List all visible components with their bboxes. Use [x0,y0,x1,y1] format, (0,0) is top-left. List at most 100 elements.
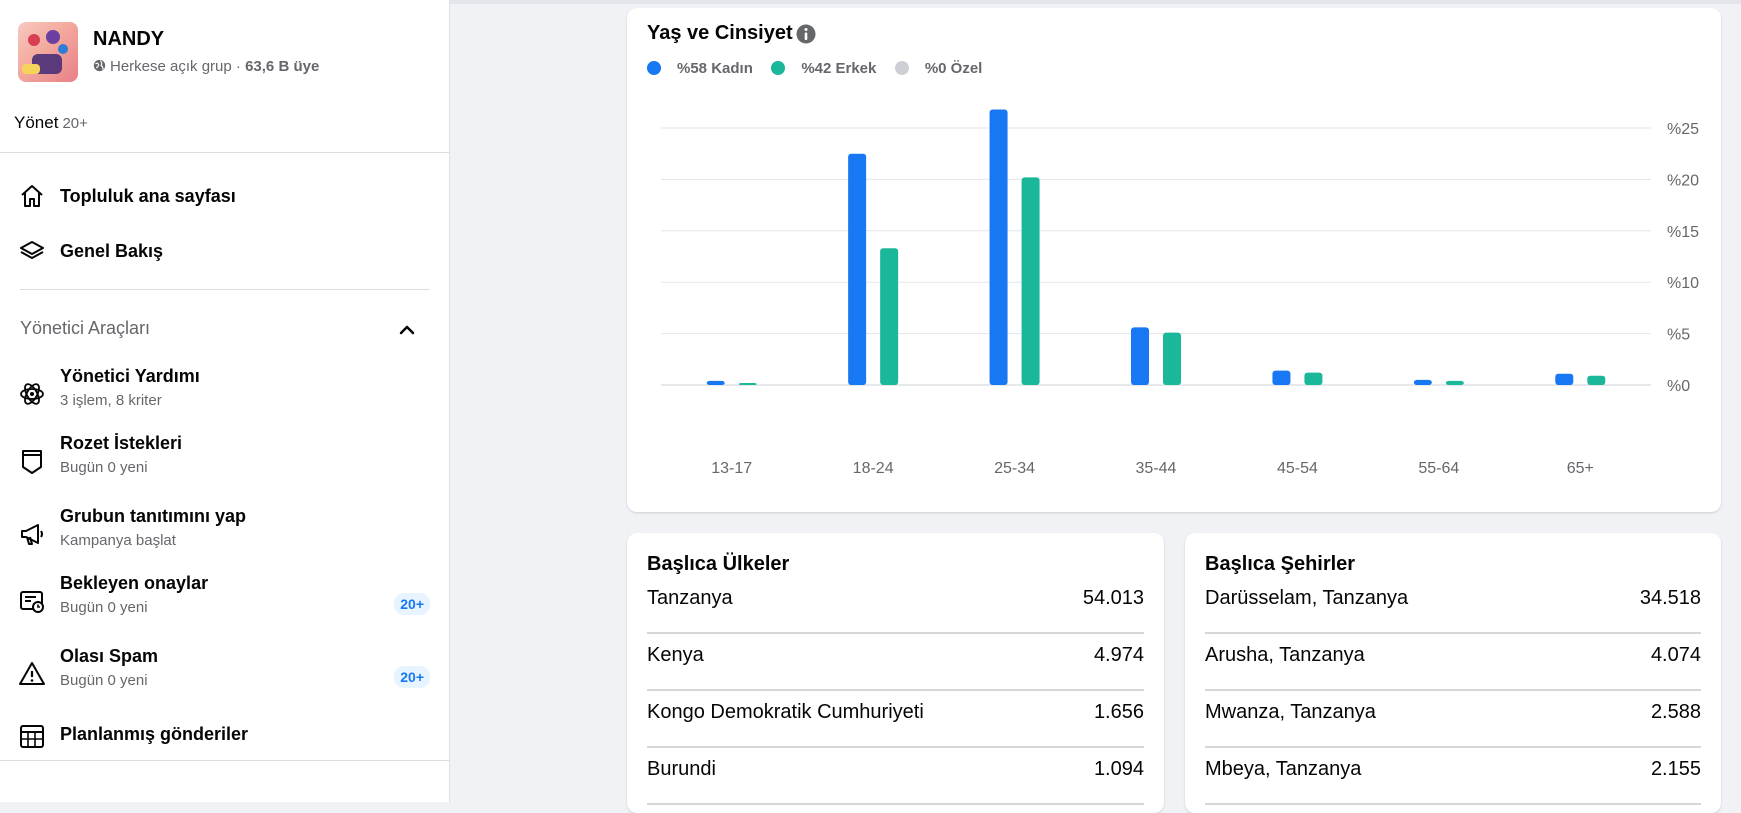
home-icon [21,185,43,207]
legend-item-female: %58 Kadın [647,60,753,77]
bar-kadın [1131,327,1149,385]
tool-subtitle: Bugün 0 yeni [60,672,148,689]
bar-erkek [738,382,757,385]
megaphone-icon [21,524,43,545]
table-row: Tanzanya 54.013 [647,575,1144,634]
bar-erkek [1587,375,1606,385]
bar-kadın [989,109,1008,385]
group-members: 63,6 B üye [245,58,320,75]
chart-legend: %58 Kadın %42 Erkek %0 Özel [647,60,996,80]
x-tick-label: 18-24 [853,460,894,477]
country-value: 54.013 [1082,587,1144,609]
bar-kadın [1413,379,1432,385]
tool-subtitle: Bugün 0 yeni [60,599,148,616]
legend-dot [894,61,909,75]
atom-icon [20,383,44,405]
countries-title: Başlıca Ülkeler [647,553,790,575]
legend-label: %0 Özel [924,60,983,77]
table-row: Kenya 4.974 [647,632,1144,691]
x-tick-label: 25-34 [994,460,1035,477]
chevron-up-icon[interactable] [397,320,417,340]
calendar-icon [20,725,44,748]
legend-label: %42 Erkek [801,60,877,77]
country-name: Burundi [647,758,716,780]
group-header[interactable]: NANDY Herkese açık grup · 63,6 B üye [18,22,438,87]
city-value: 4.074 [1650,644,1701,666]
cities-title: Başlıca Şehirler [1205,553,1356,575]
tool-title: Yönetici Yardımı [60,366,200,386]
group-name[interactable]: NANDY [93,28,165,50]
bar-kadın [848,153,867,385]
city-name: Mwanza, Tanzanya [1205,701,1376,723]
city-name: Darüsselam, Tanzanya [1205,587,1409,609]
bar-erkek [1163,332,1181,385]
nav-community-home[interactable]: Topluluk ana sayfası [18,176,438,216]
table-row: Mbeya, Tanzanya 2.155 [1205,746,1701,805]
group-avatar[interactable] [18,22,78,82]
tool-badge-requests[interactable]: Rozet İstekleri Bugün 0 yeni [18,433,438,489]
age-gender-card: Yaş ve Cinsiyet %58 Kadın %42 Erkek %0 Ö… [627,8,1721,512]
count-badge: 20+ [394,593,430,615]
y-tick-label: %15 [1667,224,1699,241]
legend-dot [771,61,786,75]
count-badge: 20+ [394,666,430,688]
tool-subtitle: Bugün 0 yeni [60,459,148,476]
legend-label: %58 Kadın [677,60,753,77]
divider [0,760,450,761]
divider [20,289,430,290]
sidebar: NANDY Herkese açık grup · 63,6 B üye Yön… [0,0,450,802]
age-gender-chart: %0 %5 %10 %15 %20 %25 13-17 18-24 25-34 35-44 45-5… [661,109,1699,477]
city-value: 2.155 [1650,758,1701,780]
group-privacy: Herkese açık grup [110,58,232,75]
top-cities-card: Başlıca Şehirler Darüsselam, Tanzanya 34… [1185,533,1721,813]
country-name: Kongo Demokratik Cumhuriyeti [647,701,924,723]
tool-promote-group[interactable]: Grubun tanıtımını yap Kampanya başlat [18,506,438,562]
nav-overview[interactable]: Genel Bakış [18,231,438,271]
country-value: 1.094 [1093,758,1144,780]
bar-erkek [1445,380,1464,385]
meta-separator: · [231,58,246,75]
city-value: 2.588 [1650,701,1701,723]
badge-icon [22,450,42,474]
top-countries-card: Başlıca Ülkeler Tanzanya 54.013 Kenya 4.… [627,533,1164,813]
table-row: Arusha, Tanzanya 4.074 [1205,632,1701,691]
city-value: 34.518 [1639,587,1701,609]
info-icon[interactable] [796,24,816,44]
country-name: Tanzanya [647,587,733,609]
tool-title: Grubun tanıtımını yap [60,506,247,526]
legend-dot [647,61,661,75]
admin-tools-title[interactable]: Yönetici Araçları [20,318,151,338]
country-name: Kenya [647,644,704,666]
manage-header[interactable]: Yönet 20+ [14,113,88,133]
y-tick-label: %25 [1667,121,1699,138]
tool-title: Bekleyen onaylar [60,573,209,593]
tool-potential-spam[interactable]: Olası Spam Bugün 0 yeni 20+ [18,646,438,702]
table-row: Mwanza, Tanzanya 2.588 [1205,689,1701,748]
bar-kadın [1555,373,1574,385]
legend-item-male: %42 Erkek [771,60,876,77]
tool-subtitle: Kampanya başlat [60,532,176,549]
tool-title: Planlanmış gönderiler [60,724,249,744]
x-tick-label: 13-17 [711,460,752,477]
globe-icon [93,59,106,72]
tool-admin-assist[interactable]: Yönetici Yardımı 3 işlem, 8 kriter [18,366,438,422]
city-name: Mbeya, Tanzanya [1205,758,1362,780]
group-meta: Herkese açık grup · 63,6 B üye [93,58,319,75]
tool-scheduled-posts[interactable]: Planlanmış gönderiler [18,720,438,760]
manage-label: Yönet [14,113,59,132]
tool-pending-posts[interactable]: Bekleyen onaylar Bugün 0 yeni 20+ [18,573,438,629]
city-name: Arusha, Tanzanya [1205,644,1365,666]
bar-kadın [706,380,725,385]
table-row: Darüsselam, Tanzanya 34.518 [1205,575,1701,634]
tool-title: Rozet İstekleri [60,433,183,453]
y-tick-label: %5 [1667,327,1690,344]
divider [0,152,450,153]
bar-erkek [1021,177,1040,385]
warning-icon [19,662,45,685]
x-tick-label: 65+ [1567,460,1594,477]
nav-label: Topluluk ana sayfası [60,186,236,206]
tool-subtitle: 3 işlem, 8 kriter [60,392,162,409]
bar-erkek [880,248,899,385]
top-bar [450,0,1741,4]
y-tick-label: %20 [1667,172,1699,189]
